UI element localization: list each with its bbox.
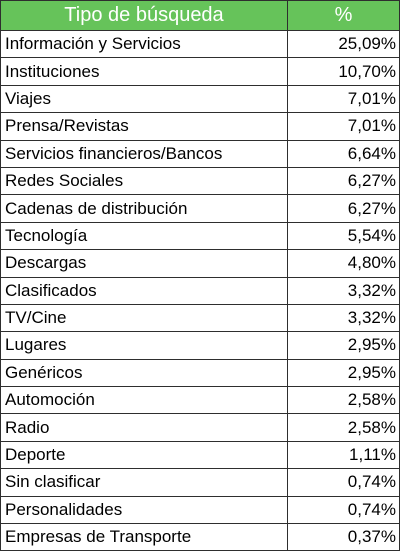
row-label: Automoción	[0, 386, 288, 415]
row-value: 6,27%	[287, 166, 400, 196]
table-row: Información y Servicios 25,09%	[0, 29, 400, 59]
row-label: TV/Cine	[0, 303, 288, 333]
table-row: Sin clasificar 0,74%	[0, 468, 400, 497]
table-row: Viajes 7,01%	[0, 84, 400, 114]
row-label: Personalidades	[0, 495, 288, 525]
table-row: Genéricos 2,95%	[0, 358, 400, 388]
header-search-type: Tipo de búsqueda	[0, 0, 288, 31]
row-label: Cadenas de distribución	[0, 194, 288, 223]
row-value: 6,64%	[287, 139, 400, 168]
header-percent: %	[287, 0, 400, 31]
row-value: 3,32%	[287, 303, 400, 333]
table-row: Empresas de Transporte 0,37%	[0, 523, 400, 552]
row-label: Sin clasificar	[0, 468, 288, 497]
row-value: 7,01%	[287, 112, 400, 141]
table-row: Prensa/Revistas 7,01%	[0, 112, 400, 141]
row-label: Deporte	[0, 440, 288, 470]
row-label: Tecnología	[0, 221, 288, 251]
row-value: 4,80%	[287, 249, 400, 278]
table-header: Tipo de búsqueda %	[0, 0, 400, 31]
row-value: 2,95%	[287, 331, 400, 360]
table-row: Redes Sociales 6,27%	[0, 166, 400, 196]
row-label: Lugares	[0, 331, 288, 360]
table-row: Radio 2,58%	[0, 413, 400, 442]
row-label: Radio	[0, 413, 288, 442]
table-body: Información y Servicios 25,09% Institucio…	[0, 29, 400, 552]
row-label: Viajes	[0, 84, 288, 114]
row-value: 3,32%	[287, 276, 400, 305]
row-value: 0,37%	[287, 523, 400, 552]
table-row: Automoción 2,58%	[0, 386, 400, 415]
row-value: 10,70%	[287, 57, 400, 86]
table-row: Instituciones 10,70%	[0, 57, 400, 86]
row-label: Descargas	[0, 249, 288, 278]
row-label: Genéricos	[0, 358, 288, 388]
table-row: Personalidades 0,74%	[0, 495, 400, 525]
row-value: 2,95%	[287, 358, 400, 388]
row-value: 0,74%	[287, 468, 400, 497]
row-value: 0,74%	[287, 495, 400, 525]
table-row: Descargas 4,80%	[0, 249, 400, 278]
row-value: 6,27%	[287, 194, 400, 223]
table-row: Tecnología 5,54%	[0, 221, 400, 251]
row-label: Servicios financieros/Bancos	[0, 139, 288, 168]
row-value: 1,11%	[287, 440, 400, 470]
table-row: Cadenas de distribución 6,27%	[0, 194, 400, 223]
row-label: Clasificados	[0, 276, 288, 305]
row-label: Redes Sociales	[0, 166, 288, 196]
row-value: 2,58%	[287, 413, 400, 442]
row-value: 7,01%	[287, 84, 400, 114]
row-value: 5,54%	[287, 221, 400, 251]
row-value: 25,09%	[287, 29, 400, 59]
table-row: Lugares 2,95%	[0, 331, 400, 360]
table-row: Servicios financieros/Bancos 6,64%	[0, 139, 400, 168]
table-row: TV/Cine 3,32%	[0, 303, 400, 333]
row-label: Información y Servicios	[0, 29, 288, 59]
row-label: Empresas de Transporte	[0, 523, 288, 552]
table-row: Deporte 1,11%	[0, 440, 400, 470]
table-row: Clasificados 3,32%	[0, 276, 400, 305]
row-label: Prensa/Revistas	[0, 112, 288, 141]
row-value: 2,58%	[287, 386, 400, 415]
header-row: Tipo de búsqueda %	[0, 0, 400, 31]
row-label: Instituciones	[0, 57, 288, 86]
